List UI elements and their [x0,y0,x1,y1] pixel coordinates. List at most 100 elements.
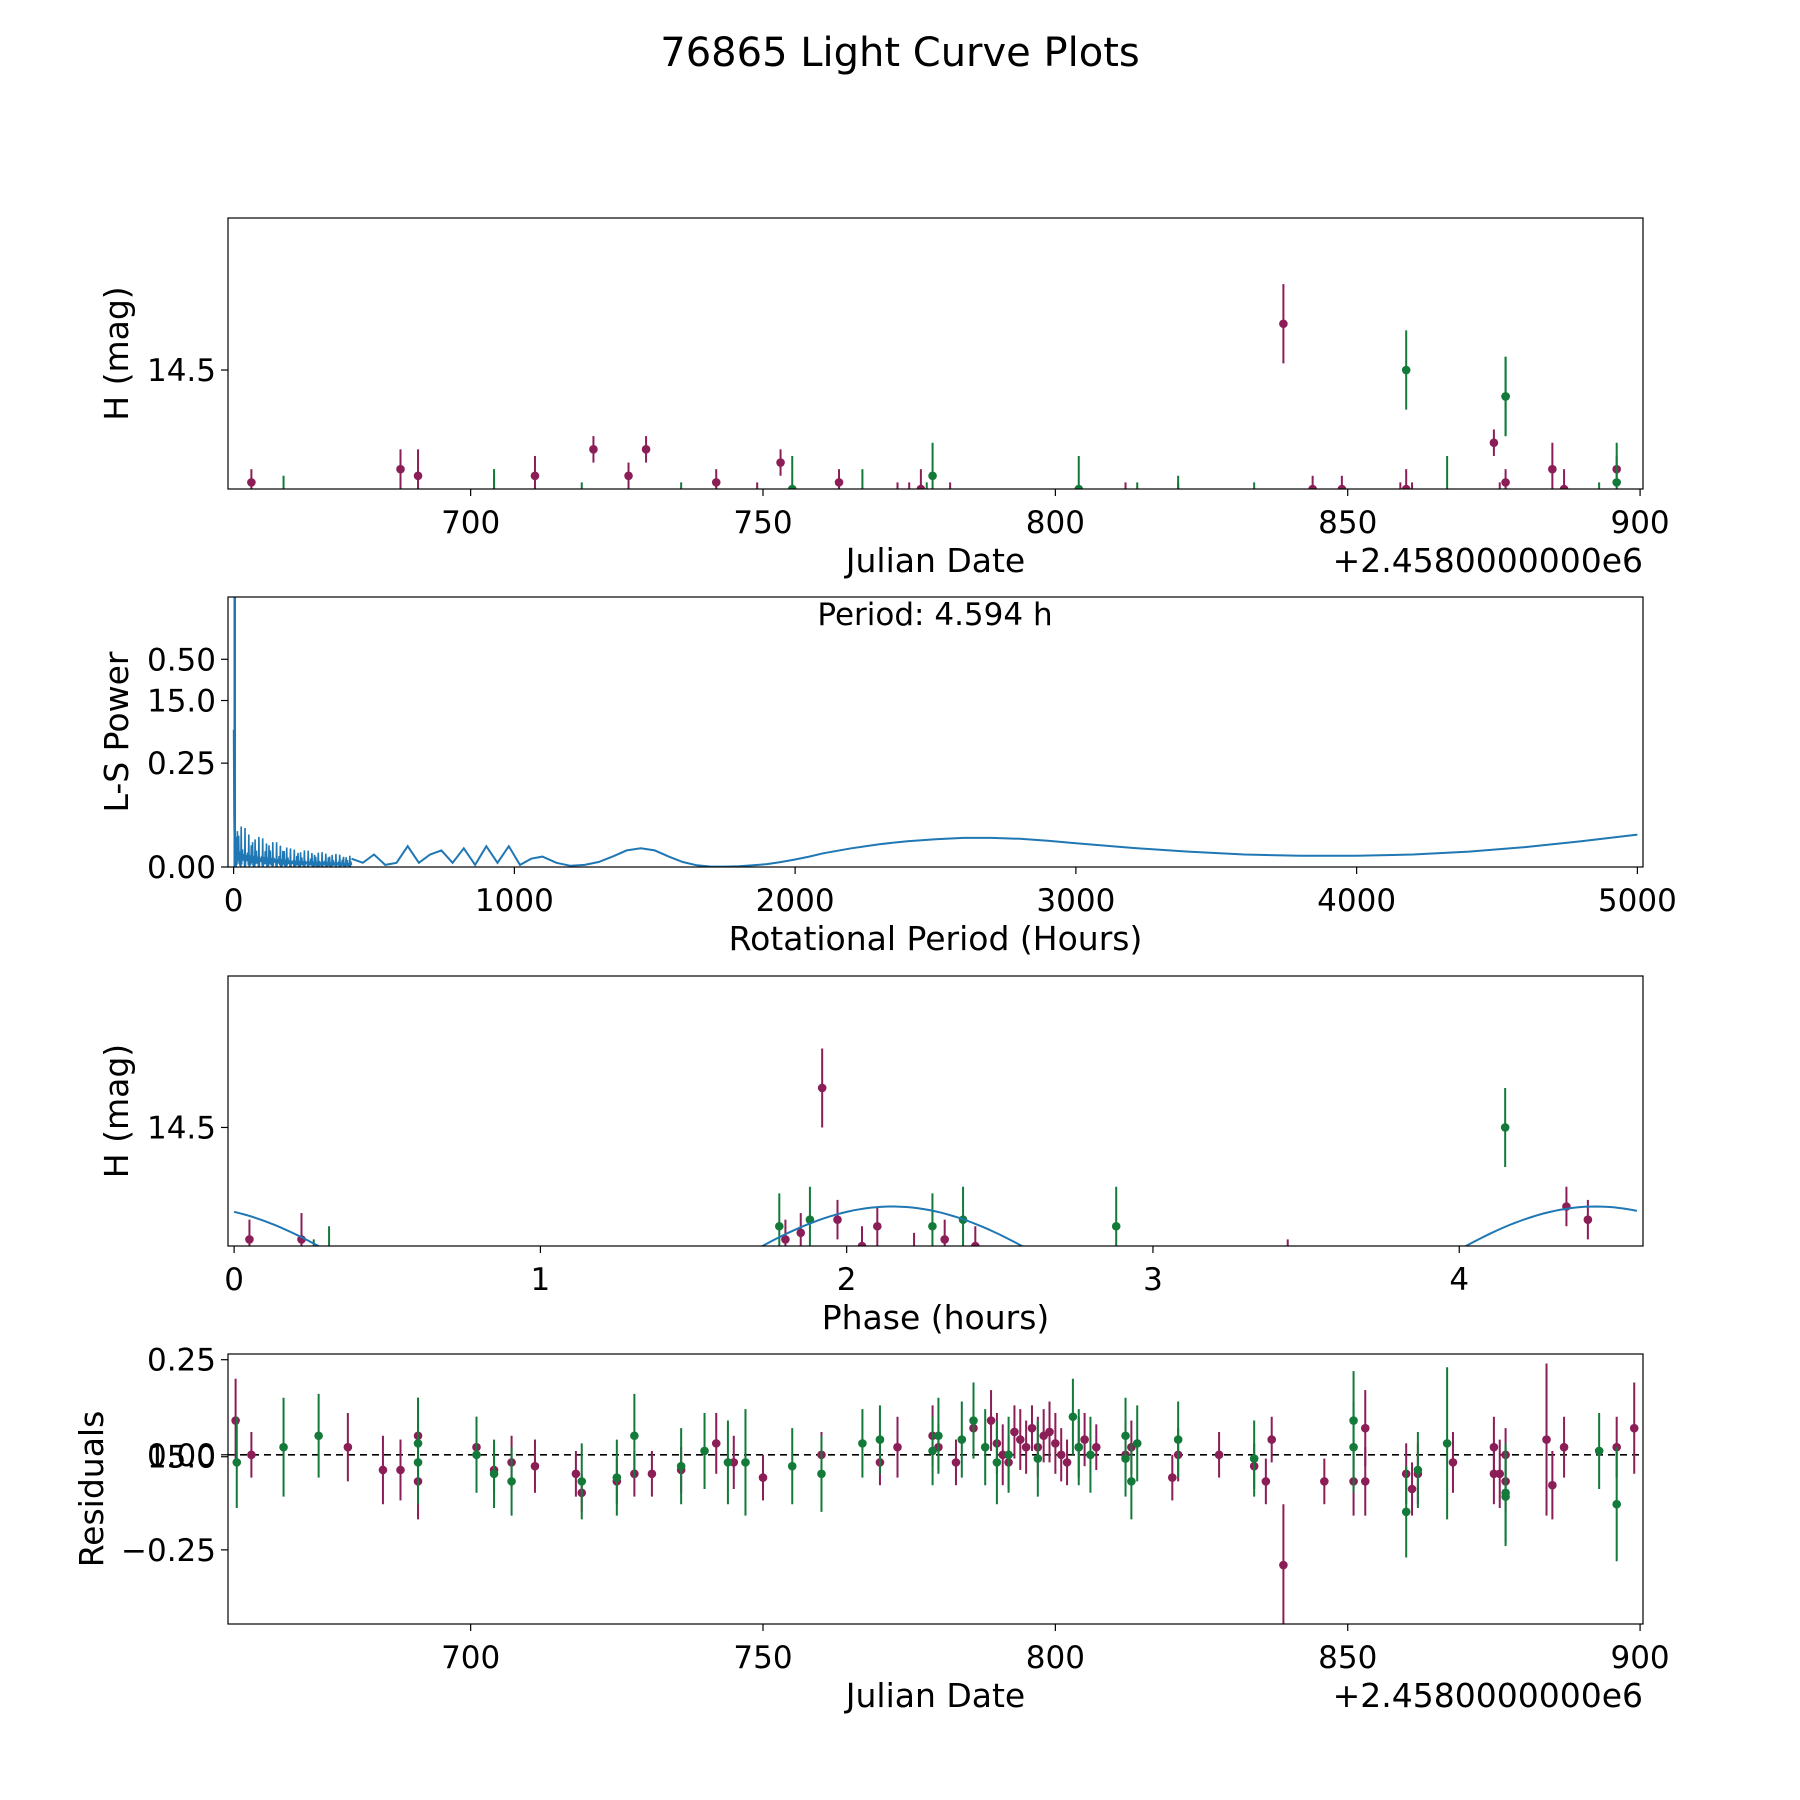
residuals-point [1501,1488,1510,1498]
phased-panel: 0 1 2 3 4 15.0 14.5 Phase (hours) H (mag) [97,975,1644,1476]
phased-point [1320,1327,1329,1336]
phased-xtick-label: 0 [224,1262,244,1298]
residuals-point [489,1469,499,1479]
residuals-axes-frame [227,1353,1644,1625]
residuals-point [928,1446,937,1456]
lightcurve-point [1069,564,1078,573]
periodogram-ytick-label: 0.00 [147,850,216,886]
lightcurve-point [613,538,622,547]
residuals-point [630,1431,639,1441]
lightcurve-point [507,531,516,540]
lightcurve-ylabel: H (mag) [97,286,136,420]
lightcurve-point [1490,524,1499,533]
lightcurve-point [1232,511,1241,520]
lightcurve-point [934,505,943,514]
phased-point [1032,1261,1041,1270]
phased-point [1314,1400,1323,1409]
phased-point [720,1308,729,1317]
phased-ticks: 0 1 2 3 4 15.0 14.5 [147,1110,1469,1475]
residuals-point [1542,1435,1551,1444]
residuals-point [676,1461,686,1471]
periodogram-xlabel: Rotational Period (Hours) [729,919,1143,958]
phased-point [1500,1123,1510,1132]
residuals-point [314,1431,323,1441]
lightcurve-point [1256,518,1265,527]
residuals-point [232,1458,242,1467]
lightcurve-point [507,518,516,527]
lightcurve-point [379,505,388,514]
residuals-point [1320,1477,1329,1486]
phased-point [530,1367,539,1376]
phased-point [714,1288,723,1297]
phased-point [971,1241,980,1246]
lightcurve-point [279,505,288,514]
phased-point [1118,1327,1127,1336]
phased-point [796,1228,806,1238]
residuals-point [787,1461,797,1471]
lightcurve-point [530,471,540,481]
lightcurve-point [1291,538,1300,547]
residuals-point [571,1469,581,1479]
lightcurve-point [1057,551,1066,560]
phased-point [432,1321,441,1330]
phased-point [414,1334,423,1343]
lightcurve-point [1104,538,1113,547]
phased-point [567,1373,576,1382]
lightcurve-point [905,498,914,507]
lightcurve-point [1139,544,1148,553]
residuals-point [1407,1484,1417,1494]
residuals-point [1629,1423,1639,1433]
phased-point [1418,1334,1427,1343]
phased-point [245,1235,254,1244]
periodogram-panel: 0 1000 2000 3000 4000 5000 0.00 0.25 0.50 Rotati… [97,596,1677,958]
lightcurve-xtick-label: 800 [1026,505,1085,541]
residuals-point [1413,1465,1423,1475]
lightcurve-point [1542,604,1551,613]
lightcurve-point [414,511,423,520]
residuals-point [1612,1499,1621,1509]
lightcurve-point [1028,584,1037,593]
phased-point [1283,1268,1292,1277]
residuals-point [1594,1446,1604,1456]
lightcurve-point [344,524,353,533]
residuals-point [1062,1458,1072,1467]
phased-point [790,1288,799,1297]
residuals-point [231,1416,240,1425]
lightcurve-point [1566,590,1575,599]
phased-model-curve [233,1205,1638,1246]
lightcurve-point [1495,498,1504,507]
residuals-ylabel: Residuals [72,1411,111,1568]
residuals-xtick-label: 800 [1026,1640,1085,1676]
lightcurve-point [414,538,423,547]
residuals-point [1132,1439,1142,1448]
phased-point [781,1235,790,1244]
lightcurve-point [572,498,581,507]
lightcurve-point [1069,643,1078,652]
phased-point [701,1281,710,1290]
lightcurve-point [1285,571,1294,580]
lightcurve-point [1098,584,1107,593]
phased-point [1633,1268,1642,1277]
phased-marks [233,1048,1642,1422]
lightcurve-point [490,491,499,500]
periodogram-marks [232,597,1638,867]
lightcurve-xlabel: Julian Date [844,541,1026,580]
phased-point [297,1301,306,1310]
lightcurve-axes-frame [227,217,1644,490]
lightcurve-point [1396,491,1405,500]
periodogram-noise-line [232,723,353,867]
phased-xtick-label: 3 [1143,1262,1163,1298]
residuals-point [413,1458,423,1467]
lightcurve-point [1203,557,1212,566]
periodogram-ylabel: L-S Power [97,651,136,812]
phased-xtick-label: 4 [1449,1262,1469,1298]
residuals-point [1401,1507,1411,1517]
lightcurve-point [1279,319,1288,329]
residuals-point [1173,1435,1183,1444]
lightcurve-point [1571,531,1580,540]
residuals-offset-text: +2.4580000000e6 [1333,1676,1643,1715]
phased-point [561,1413,570,1422]
lightcurve-point [641,445,651,454]
residuals-marks [228,1363,1643,1624]
phased-point [634,1327,643,1336]
